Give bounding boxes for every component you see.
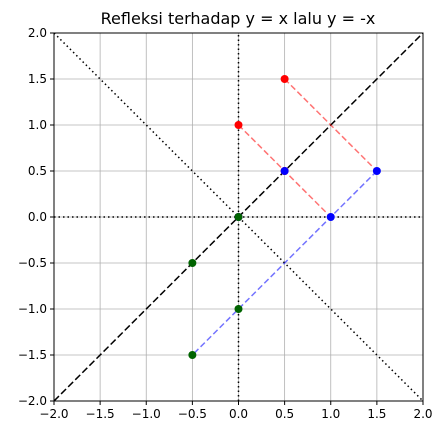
data-point-s0-p1 [280,75,289,83]
x-tick-label-8: 2.0 [413,407,432,421]
data-point-s2-p2 [188,351,197,359]
connector-line-2 [191,170,378,356]
data-point-s2-p0 [234,305,243,313]
y-tick-label-7: 1.5 [28,72,47,86]
data-point-s1-p1 [372,167,381,175]
y-tick-label-3: −0.5 [18,256,47,270]
x-tick-label-4: 0.0 [229,407,248,421]
x-tick-label-1: −1.5 [86,407,115,421]
y-tick-label-1: −1.5 [18,348,47,362]
x-tick-label-7: 1.5 [367,407,386,421]
reference-line-y-neg-x [53,32,424,402]
y-tick-label-8: 2.0 [28,26,47,40]
data-point-s0-p0 [234,121,243,129]
connector-line-1 [284,78,378,172]
y-tick-label-2: −1.0 [18,302,47,316]
data-point-s2-p1 [188,259,197,267]
x-tick-label-2: −1.0 [132,407,161,421]
y-tick-label-4: 0.0 [28,210,47,224]
x-tick-label-0: −2.0 [39,407,68,421]
data-point-s2-p3 [234,213,243,221]
y-tick-label-0: −2.0 [18,394,47,408]
data-point-s1-p0 [326,213,335,221]
x-tick-label-5: 0.5 [275,407,294,421]
y-tick-label-6: 1.0 [28,118,47,132]
data-point-s1-p2 [280,167,289,175]
x-tick-label-6: 1.0 [321,407,340,421]
chart-title: Refleksi terhadap y = x lalu y = -x [101,9,376,28]
x-tick-label-3: −0.5 [178,407,207,421]
plot-area: −2.0 −1.5 −1.0 −0.5 0.0 0.5 1.0 1.5 2.0 −2.0 −1.5 −… [18,26,433,421]
y-tick-label-5: 0.5 [28,164,47,178]
